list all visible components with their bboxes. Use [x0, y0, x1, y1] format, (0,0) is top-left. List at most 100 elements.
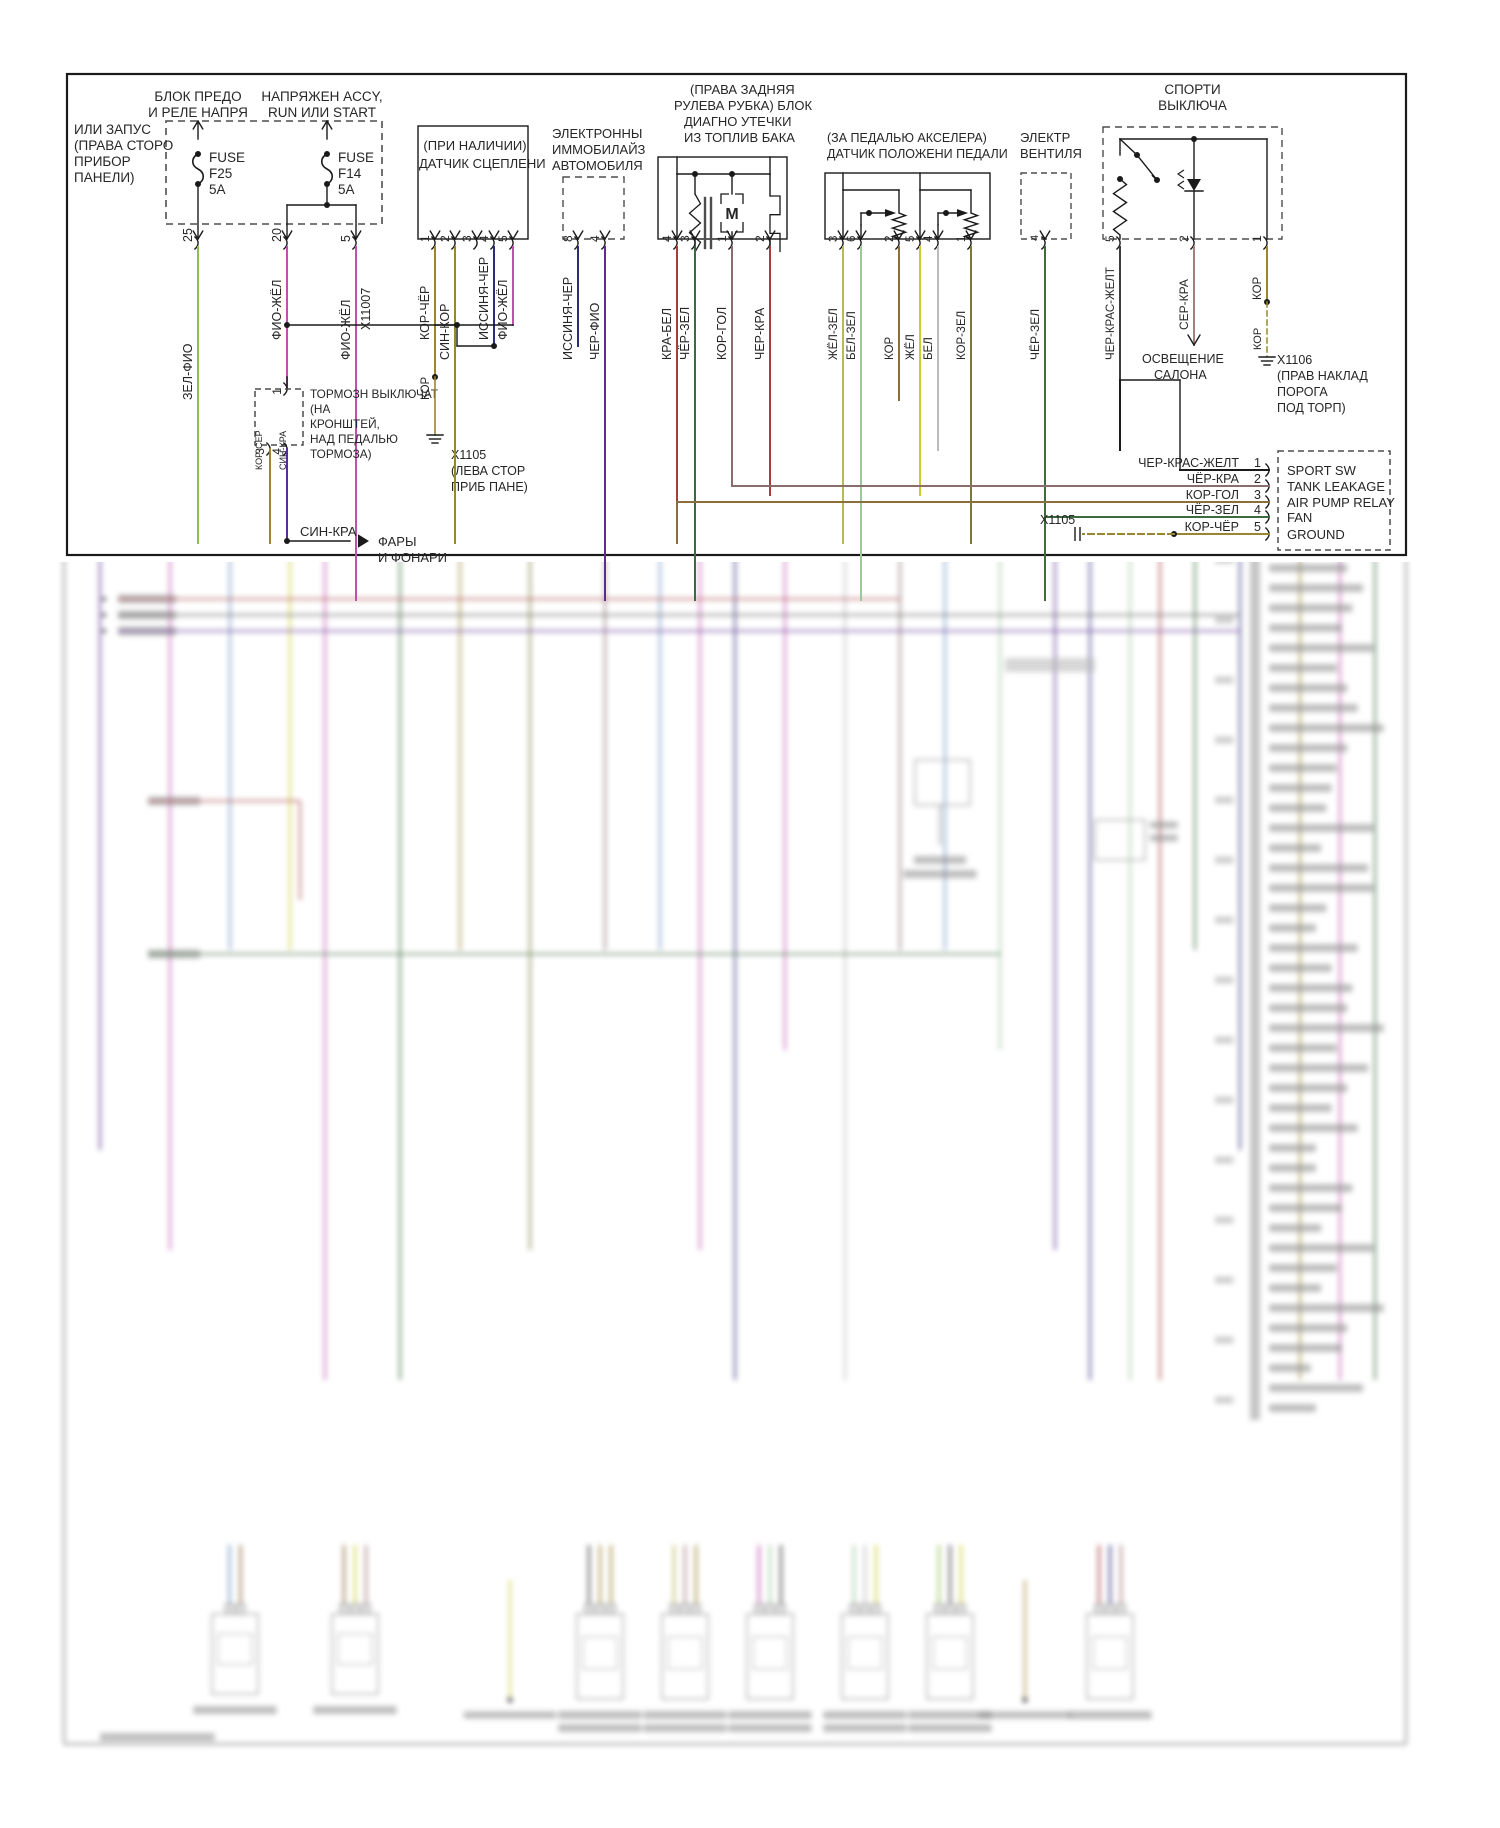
svg-text:ИССИНЯ-ЧЕР: ИССИНЯ-ЧЕР	[477, 257, 491, 340]
svg-text:F25: F25	[209, 166, 232, 181]
svg-text:5A: 5A	[209, 182, 226, 197]
svg-text:ПОД ТОРП): ПОД ТОРП)	[1277, 401, 1346, 415]
svg-text:3: 3	[460, 235, 474, 242]
svg-text:СИН-КРА: СИН-КРА	[300, 524, 357, 539]
svg-text:БЕЛ: БЕЛ	[923, 337, 935, 360]
svg-text:5: 5	[339, 235, 353, 242]
svg-text:ЭЛЕКТРОННЫ: ЭЛЕКТРОННЫ	[552, 126, 642, 141]
svg-text:СЕР-КРА: СЕР-КРА	[1177, 279, 1191, 330]
svg-text:ПРИБОР: ПРИБОР	[74, 154, 131, 169]
svg-text:5: 5	[1254, 520, 1261, 534]
svg-text:БЛОК ПРЕДО: БЛОК ПРЕДО	[154, 89, 241, 104]
svg-text:ДАТЧИК ПОЛОЖЕНИ ПЕДАЛИ: ДАТЧИК ПОЛОЖЕНИ ПЕДАЛИ	[827, 147, 1008, 161]
svg-text:1: 1	[418, 235, 432, 242]
svg-text:(ПРИ НАЛИЧИИ): (ПРИ НАЛИЧИИ)	[423, 138, 526, 153]
svg-text:КОР: КОР	[1252, 276, 1264, 300]
svg-text:5: 5	[1103, 235, 1117, 242]
svg-text:СИН-КОР: СИН-КОР	[438, 304, 452, 360]
svg-text:ЧЕР-КРАС-ЖЕЛТ: ЧЕР-КРАС-ЖЕЛТ	[1105, 267, 1117, 360]
svg-text:КОР: КОР	[1252, 328, 1264, 350]
svg-text:(ПРАВА ЗАДНЯЯ: (ПРАВА ЗАДНЯЯ	[690, 82, 795, 97]
svg-text:X1105: X1105	[1040, 513, 1075, 527]
svg-text:(ЗА ПЕДАЛЬЮ АКСЕЛЕРА): (ЗА ПЕДАЛЬЮ АКСЕЛЕРА)	[827, 131, 987, 145]
svg-text:F14: F14	[338, 166, 362, 181]
svg-text:2: 2	[753, 235, 767, 242]
svg-text:X1106: X1106	[1277, 353, 1312, 367]
svg-text:4: 4	[660, 235, 674, 242]
svg-text:ИММОБИЛАЙЗ: ИММОБИЛАЙЗ	[552, 142, 646, 157]
svg-text:4: 4	[588, 235, 602, 242]
svg-text:КОР: КОР	[884, 336, 896, 360]
svg-text:ЖЁЛ: ЖЁЛ	[905, 334, 917, 360]
svg-text:AIR PUMP RELAY: AIR PUMP RELAY	[1287, 495, 1395, 510]
svg-text:2: 2	[1254, 472, 1261, 486]
svg-text:ВЫКЛЮЧА: ВЫКЛЮЧА	[1158, 98, 1227, 113]
svg-text:3: 3	[1254, 488, 1261, 502]
svg-text:4: 4	[923, 235, 935, 242]
svg-text:КРОНШТЕЙ,: КРОНШТЕЙ,	[310, 417, 380, 431]
svg-text:6: 6	[846, 236, 858, 242]
svg-text:20: 20	[270, 228, 284, 242]
svg-text:ПАНЕЛИ): ПАНЕЛИ)	[74, 170, 135, 185]
svg-text:КОР-СЕР: КОР-СЕР	[254, 430, 264, 470]
svg-text:ИССИНЯ-ЧЕР: ИССИНЯ-ЧЕР	[561, 277, 575, 360]
svg-text:2: 2	[438, 235, 452, 242]
svg-text:КОР: КОР	[420, 376, 432, 400]
svg-text:X1105: X1105	[451, 448, 486, 462]
svg-text:ЧЁР-ЗЕЛ: ЧЁР-ЗЕЛ	[678, 307, 692, 360]
svg-text:(ПРАВА СТОРО: (ПРАВА СТОРО	[74, 138, 173, 153]
svg-text:FUSE: FUSE	[209, 150, 245, 165]
svg-text:ЖЁЛ-ЗЕЛ: ЖЁЛ-ЗЕЛ	[828, 308, 840, 360]
svg-text:2: 2	[1177, 235, 1191, 242]
svg-text:ТОРМОЗН ВЫКЛЮЧАТ: ТОРМОЗН ВЫКЛЮЧАТ	[310, 387, 438, 401]
svg-text:X11007: X11007	[359, 288, 373, 330]
svg-text:(НА: (НА	[310, 402, 330, 416]
svg-text:КРА-БЕЛ: КРА-БЕЛ	[660, 308, 674, 360]
svg-text:4: 4	[1029, 235, 1041, 241]
svg-text:НАПРЯЖЕН ACCY,: НАПРЯЖЕН ACCY,	[261, 89, 382, 104]
svg-text:RUN ИЛИ START: RUN ИЛИ START	[268, 105, 376, 120]
svg-text:ЧЕР-КРАС-ЖЕЛТ: ЧЕР-КРАС-ЖЕЛТ	[1138, 456, 1239, 470]
svg-text:ЧЁР-ЗЕЛ: ЧЁР-ЗЕЛ	[1186, 503, 1239, 517]
svg-text:5: 5	[496, 235, 510, 242]
svg-text:TANK LEAKAGE: TANK LEAKAGE	[1287, 479, 1385, 494]
svg-text:ПРИБ ПАНЕ): ПРИБ ПАНЕ)	[451, 480, 528, 494]
svg-text:ЭЛЕКТР: ЭЛЕКТР	[1020, 130, 1070, 145]
svg-text:ФИО-ЖЁЛ: ФИО-ЖЁЛ	[270, 280, 284, 340]
svg-text:АВТОМОБИЛЯ: АВТОМОБИЛЯ	[552, 158, 643, 173]
svg-text:ВЕНТИЛЯ: ВЕНТИЛЯ	[1020, 146, 1082, 161]
svg-text:ЧЕР-КРА: ЧЕР-КРА	[753, 307, 767, 360]
svg-text:И ФОНАРИ: И ФОНАРИ	[378, 550, 447, 565]
svg-text:4: 4	[1254, 503, 1261, 517]
svg-text:НАД ПЕДАЛЬЮ: НАД ПЕДАЛЬЮ	[310, 432, 398, 446]
svg-text:ФИО-ЖЁЛ: ФИО-ЖЁЛ	[339, 300, 353, 360]
svg-text:M: M	[725, 206, 738, 223]
svg-text:SPORT SW: SPORT SW	[1287, 463, 1357, 478]
svg-text:КОР-ГОЛ: КОР-ГОЛ	[715, 307, 729, 360]
svg-text:ДАТЧИК СЦЕПЛЕНИ: ДАТЧИК СЦЕПЛЕНИ	[419, 156, 546, 171]
svg-text:ЧЕР-ФИО: ЧЕР-ФИО	[588, 302, 602, 360]
svg-text:СПОРТИ: СПОРТИ	[1164, 82, 1220, 97]
svg-text:ИЗ ТОПЛИВ БАКА: ИЗ ТОПЛИВ БАКА	[684, 130, 795, 145]
svg-text:ЧЁР-ЗЕЛ: ЧЁР-ЗЕЛ	[1028, 309, 1042, 360]
svg-text:GROUND: GROUND	[1287, 527, 1345, 542]
svg-text:ФАРЫ: ФАРЫ	[378, 534, 416, 549]
svg-text:ЗЕЛ-ФИО: ЗЕЛ-ФИО	[181, 343, 195, 400]
svg-text:3: 3	[828, 236, 840, 242]
svg-text:ОСВЕЩЕНИЕ: ОСВЕЩЕНИЕ	[1142, 352, 1224, 366]
svg-text:25: 25	[181, 228, 195, 242]
svg-text:ЧЁР-КРА: ЧЁР-КРА	[1187, 472, 1240, 486]
svg-text:1: 1	[1254, 456, 1261, 470]
svg-text:FAN: FAN	[1287, 510, 1312, 525]
svg-text:1: 1	[1250, 235, 1264, 242]
svg-text:(ЛЕВА СТОР: (ЛЕВА СТОР	[451, 464, 525, 478]
svg-text:РУЛЕВА РУБКА) БЛОК: РУЛЕВА РУБКА) БЛОК	[674, 98, 812, 113]
svg-text:ФИО-ЖЁЛ: ФИО-ЖЁЛ	[496, 280, 510, 340]
svg-text:1: 1	[715, 235, 729, 242]
svg-text:И РЕЛЕ НАПРЯ: И РЕЛЕ НАПРЯ	[148, 105, 248, 120]
svg-text:КОР-ЧЁР: КОР-ЧЁР	[1185, 520, 1239, 534]
svg-text:ДИАГНО УТЕЧКИ: ДИАГНО УТЕЧКИ	[684, 114, 791, 129]
svg-text:8: 8	[561, 235, 575, 242]
svg-text:(ПРАВ НАКЛАД: (ПРАВ НАКЛАД	[1277, 369, 1368, 383]
svg-text:ТОРМОЗА): ТОРМОЗА)	[310, 447, 372, 461]
